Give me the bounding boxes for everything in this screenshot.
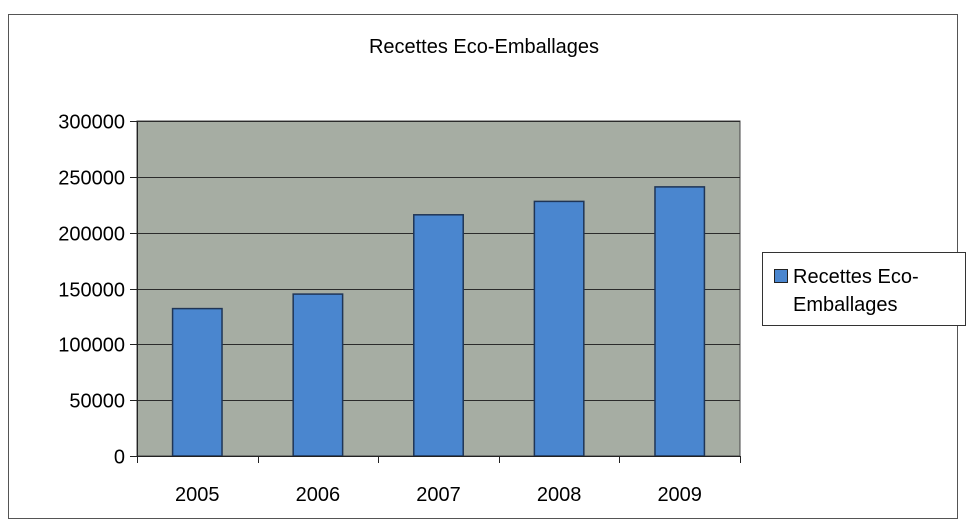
y-axis-tick-labels: 0 50000 100000 150000 200000 250000 300000: [58, 112, 125, 469]
y-tick-label: 200000: [58, 224, 125, 246]
bar-2009: [654, 186, 706, 457]
bar-2008: [533, 200, 585, 457]
y-tick-label: 150000: [58, 280, 125, 302]
x-tick-label: 2005: [175, 484, 220, 506]
x-tick-label: 2006: [296, 484, 341, 506]
x-tick-label: 2007: [416, 484, 461, 506]
bar-2005: [171, 307, 223, 457]
x-axis-tick-labels: 2005 2006 2007 2008 2009: [175, 484, 702, 506]
axes: [130, 121, 741, 463]
legend: Recettes Eco-Emballages: [762, 252, 966, 326]
y-tick-label: 50000: [69, 391, 125, 413]
chart-title: Recettes Eco-Emballages: [369, 36, 599, 58]
x-tick-label: 2009: [657, 484, 702, 506]
y-tick-label: 0: [114, 447, 125, 469]
legend-label: Recettes Eco-Emballages: [793, 266, 919, 316]
x-tick-label: 2008: [537, 484, 582, 506]
legend-swatch: [774, 269, 788, 283]
y-tick-label: 300000: [58, 112, 125, 134]
y-tick-label: 100000: [58, 335, 125, 357]
bar-2007: [413, 214, 464, 457]
y-tick-label: 250000: [58, 168, 125, 190]
bar-2006: [292, 293, 344, 457]
